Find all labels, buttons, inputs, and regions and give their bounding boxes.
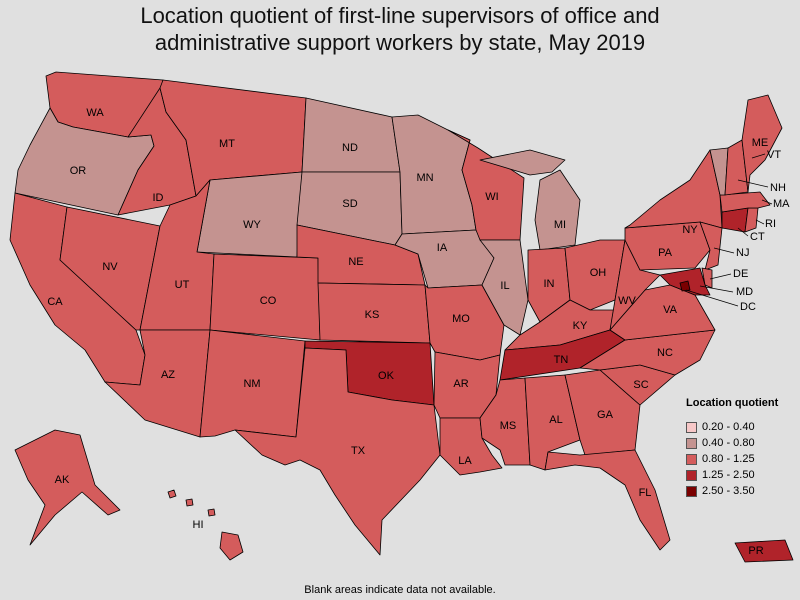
label-HI: HI bbox=[193, 519, 204, 531]
label-PR: PR bbox=[748, 545, 763, 557]
state-DC[interactable] bbox=[679, 280, 691, 292]
state-PR[interactable] bbox=[734, 539, 794, 563]
label-KS: KS bbox=[365, 309, 380, 321]
label-CT: CT bbox=[750, 231, 765, 243]
label-DC: DC bbox=[740, 301, 756, 313]
label-GA: GA bbox=[597, 409, 614, 421]
label-WI: WI bbox=[485, 191, 498, 203]
legend-swatch bbox=[686, 437, 697, 449]
state-NY[interactable] bbox=[624, 149, 723, 229]
label-WA: WA bbox=[86, 107, 104, 119]
label-ME: ME bbox=[752, 137, 769, 149]
label-OR: OR bbox=[70, 165, 87, 177]
label-OK: OK bbox=[378, 370, 395, 382]
legend: Location quotient 0.20 - 0.40 0.40 - 0.8… bbox=[686, 397, 778, 499]
label-MD: MD bbox=[736, 286, 753, 298]
label-SD: SD bbox=[342, 198, 357, 210]
label-IA: IA bbox=[437, 242, 448, 254]
legend-label: 0.80 - 1.25 bbox=[702, 453, 755, 465]
label-NV: NV bbox=[102, 261, 118, 273]
state-MA[interactable] bbox=[719, 191, 771, 213]
label-NE: NE bbox=[348, 256, 363, 268]
label-WY: WY bbox=[243, 219, 261, 231]
label-RI: RI bbox=[765, 218, 776, 230]
label-MS: MS bbox=[500, 420, 517, 432]
label-PA: PA bbox=[658, 247, 673, 259]
label-IL: IL bbox=[500, 280, 509, 292]
label-AK: AK bbox=[55, 474, 70, 486]
label-NJ: NJ bbox=[736, 247, 749, 259]
state-TX[interactable] bbox=[234, 347, 441, 556]
title-line-2: administrative support workers by state,… bbox=[154, 30, 646, 55]
state-NV[interactable] bbox=[59, 206, 161, 331]
legend-label: 0.20 - 0.40 bbox=[702, 421, 755, 433]
legend-item-3: 1.25 - 2.50 bbox=[686, 467, 778, 483]
legend-item-1: 0.40 - 0.80 bbox=[686, 435, 778, 451]
legend-swatch bbox=[686, 453, 697, 465]
state-HI[interactable] bbox=[167, 489, 244, 561]
label-VA: VA bbox=[663, 304, 678, 316]
label-MA: MA bbox=[773, 198, 790, 210]
label-ND: ND bbox=[342, 142, 358, 154]
label-UT: UT bbox=[175, 279, 190, 291]
state-FL[interactable] bbox=[544, 449, 671, 551]
legend-label: 0.40 - 0.80 bbox=[702, 437, 755, 449]
label-TN: TN bbox=[554, 354, 569, 366]
state-MI[interactable] bbox=[479, 149, 581, 251]
label-ID: ID bbox=[153, 192, 164, 204]
legend-swatch bbox=[686, 485, 697, 497]
legend-title: Location quotient bbox=[686, 397, 779, 409]
label-CA: CA bbox=[47, 296, 63, 308]
label-NH: NH bbox=[770, 182, 786, 194]
label-WV: WV bbox=[618, 295, 636, 307]
state-ME[interactable] bbox=[741, 94, 783, 193]
legend-label: 2.50 - 3.50 bbox=[702, 485, 755, 497]
legend-item-2: 0.80 - 1.25 bbox=[686, 451, 778, 467]
state-MS[interactable] bbox=[479, 377, 531, 466]
label-MT: MT bbox=[219, 138, 235, 150]
label-FL: FL bbox=[639, 487, 652, 499]
title-line-1: Location quotient of first-line supervis… bbox=[140, 3, 660, 28]
label-OH: OH bbox=[590, 267, 607, 279]
label-CO: CO bbox=[260, 295, 277, 307]
state-IL[interactable] bbox=[479, 239, 529, 336]
label-LA: LA bbox=[458, 455, 472, 467]
label-DE: DE bbox=[733, 268, 748, 280]
label-NY: NY bbox=[682, 224, 698, 236]
label-TX: TX bbox=[351, 445, 366, 457]
label-SC: SC bbox=[633, 379, 648, 391]
map-title: Location quotient of first-line supervis… bbox=[0, 2, 800, 56]
state-ND[interactable] bbox=[301, 97, 401, 173]
label-NC: NC bbox=[657, 347, 673, 359]
legend-swatch bbox=[686, 421, 697, 433]
legend-swatch bbox=[686, 469, 697, 481]
state-WY[interactable] bbox=[196, 171, 303, 258]
label-AL: AL bbox=[549, 414, 562, 426]
state-AK[interactable] bbox=[14, 429, 121, 546]
label-VT: VT bbox=[767, 149, 781, 161]
state-NJ[interactable] bbox=[699, 221, 723, 271]
legend-item-4: 2.50 - 3.50 bbox=[686, 483, 778, 499]
legend-item-0: 0.20 - 0.40 bbox=[686, 419, 778, 435]
legend-label: 1.25 - 2.50 bbox=[702, 469, 755, 481]
label-MI: MI bbox=[554, 219, 566, 231]
label-AZ: AZ bbox=[161, 369, 175, 381]
footnote: Blank areas indicate data not available. bbox=[304, 584, 496, 596]
label-KY: KY bbox=[573, 320, 588, 332]
label-MO: MO bbox=[452, 313, 470, 325]
label-NM: NM bbox=[243, 378, 260, 390]
label-IN: IN bbox=[544, 278, 555, 290]
label-MN: MN bbox=[416, 172, 433, 184]
label-AR: AR bbox=[453, 378, 468, 390]
state-labels: WA OR CA NV ID MT WY UT AZ CO NM ND SD N… bbox=[47, 107, 790, 557]
